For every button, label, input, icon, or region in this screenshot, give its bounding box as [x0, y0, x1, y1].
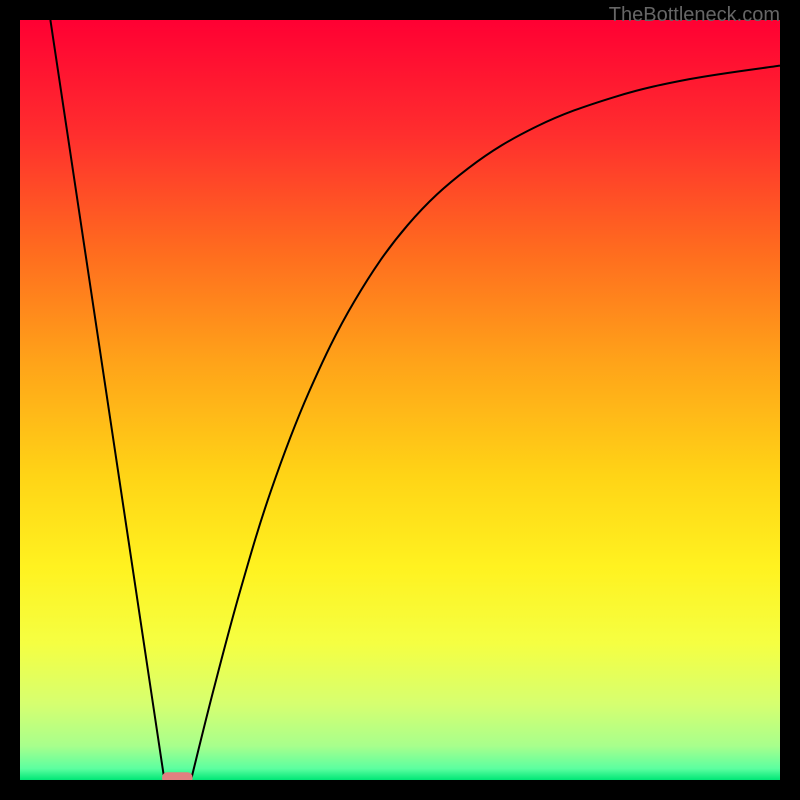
curve-right-segment [191, 66, 780, 780]
watermark-text: TheBottleneck.com [609, 4, 780, 27]
curve-left-segment [50, 20, 164, 780]
dip-marker [162, 772, 192, 780]
plot-area [20, 20, 780, 780]
bottleneck-curve [20, 20, 780, 780]
